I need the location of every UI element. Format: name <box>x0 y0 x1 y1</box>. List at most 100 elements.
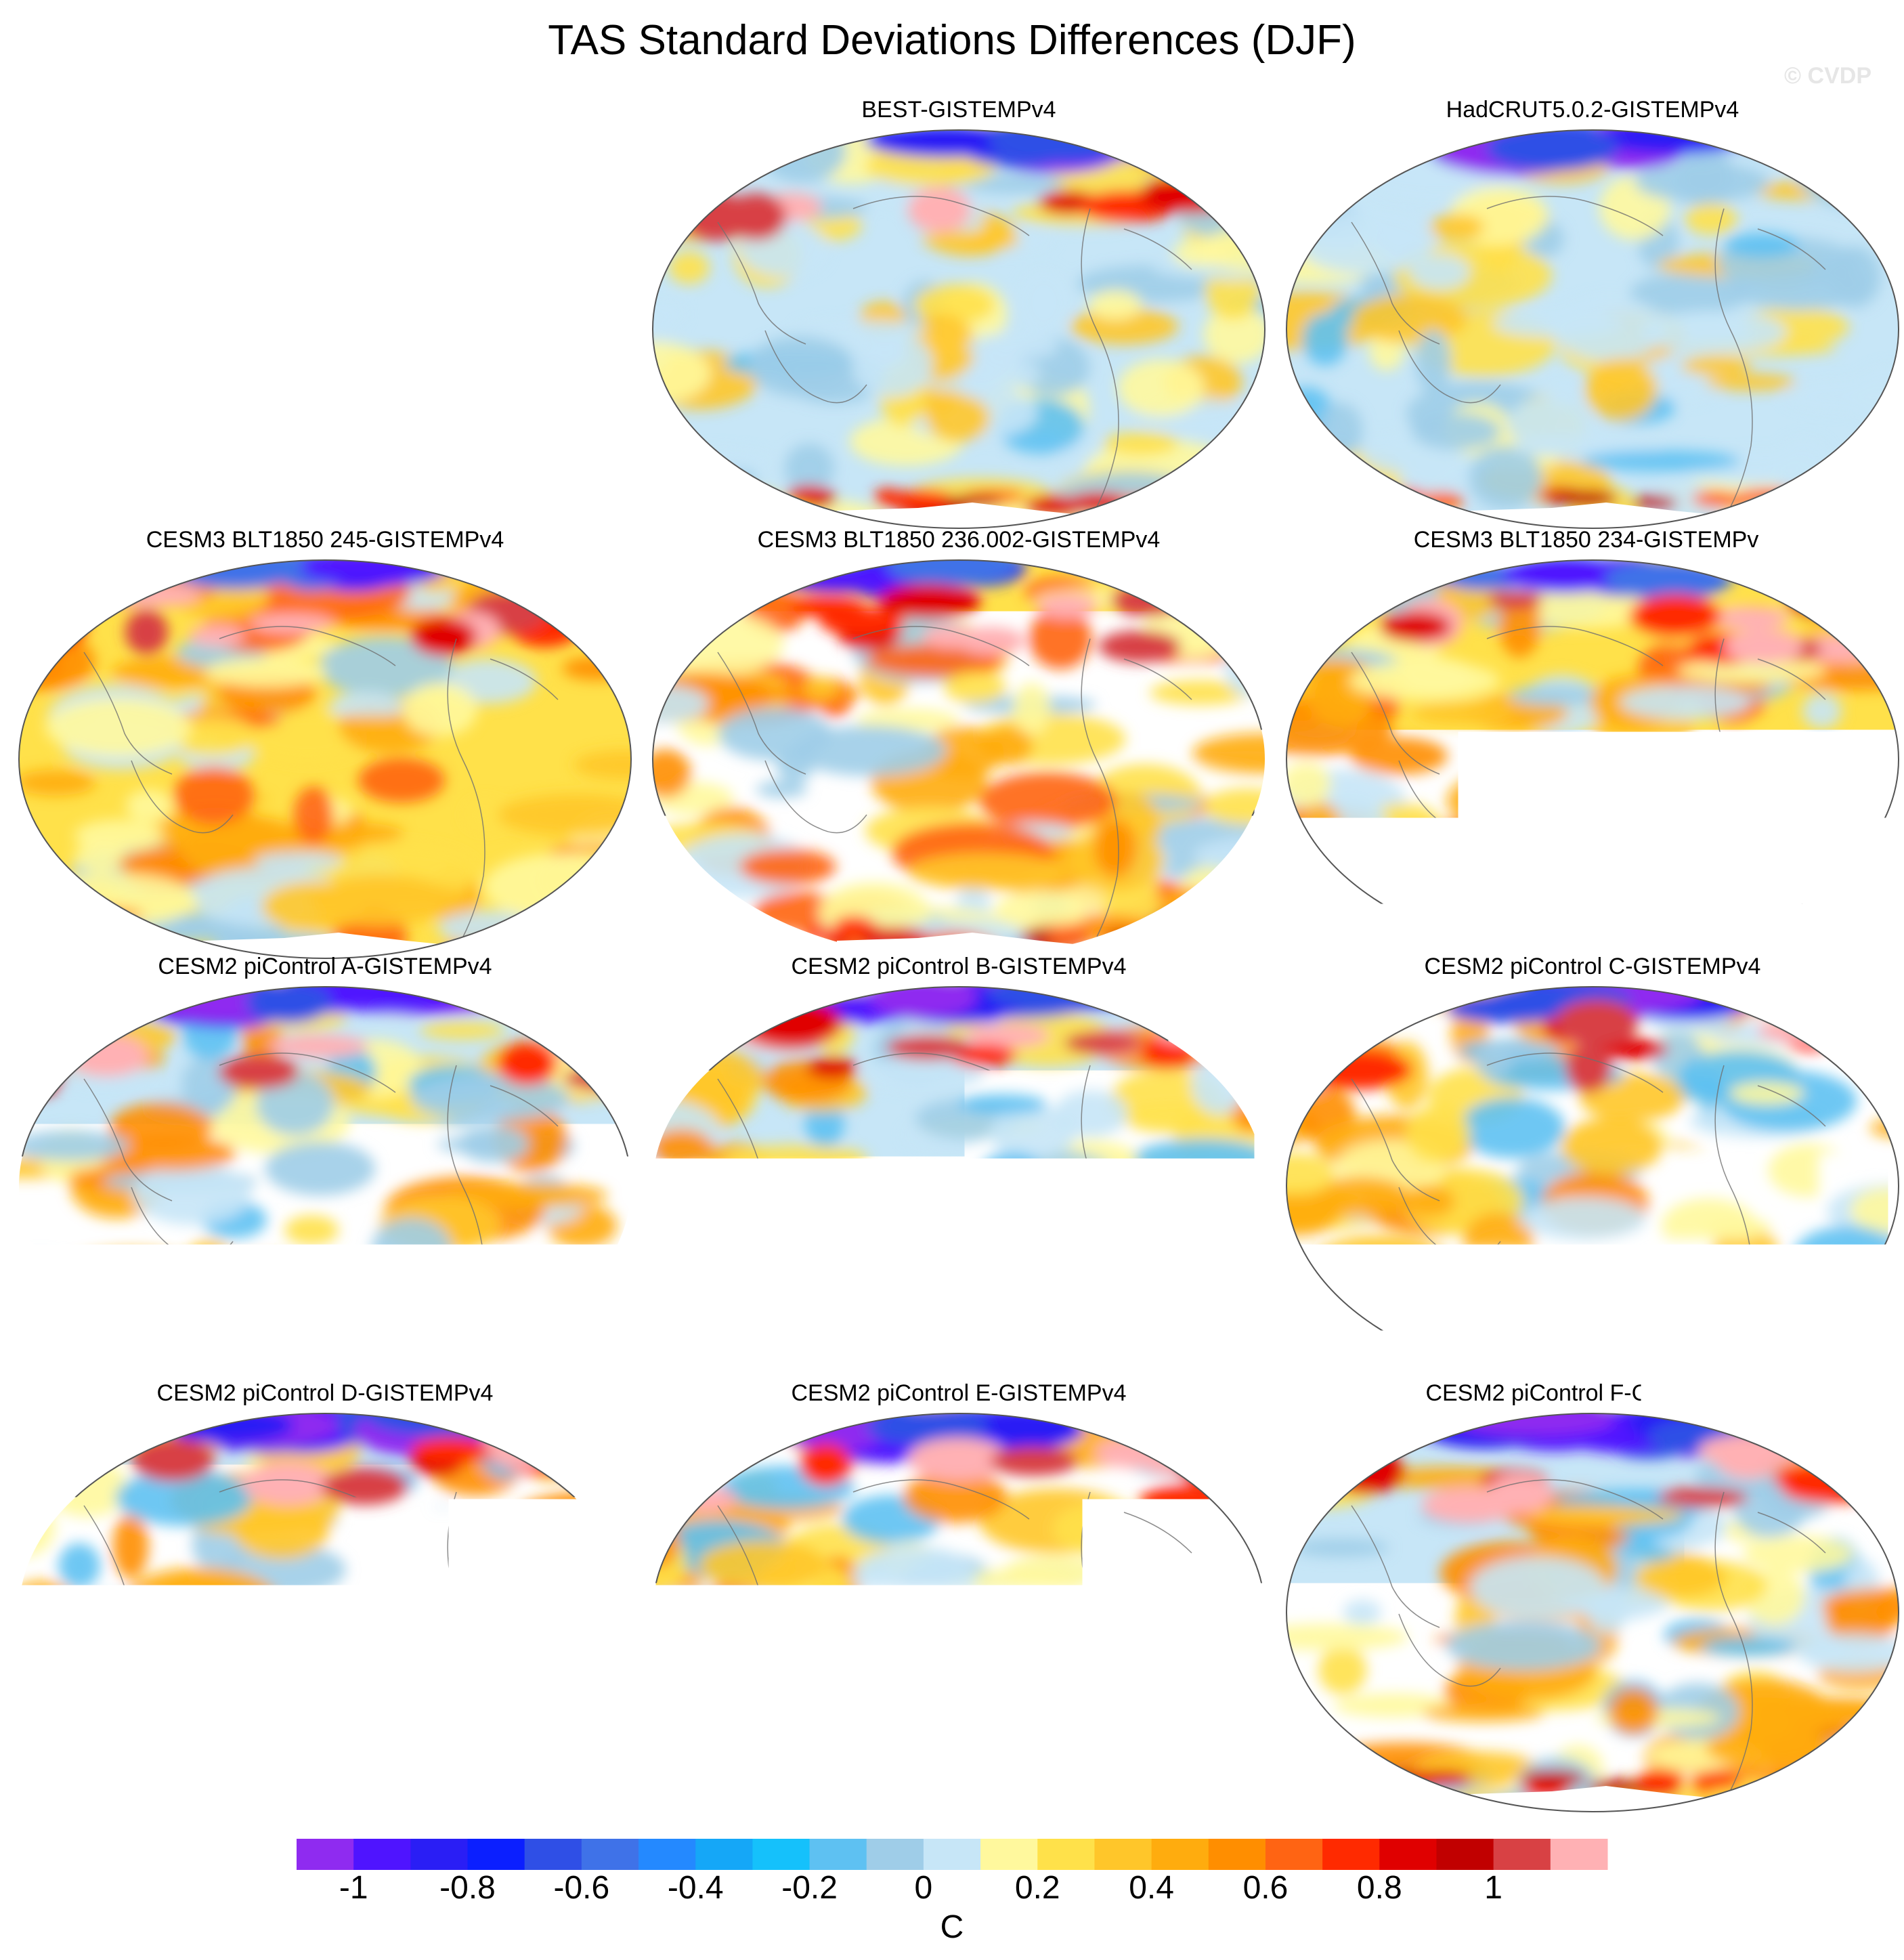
anomaly-patch <box>1094 819 1137 878</box>
anomaly-patch <box>1412 702 1513 725</box>
anomaly-patch <box>650 984 729 1004</box>
anomaly-patch <box>1053 1502 1154 1556</box>
anomaly-patch <box>566 1795 620 1814</box>
anomaly-patch <box>1411 413 1500 450</box>
anomaly-patch <box>1743 1535 1853 1572</box>
anomaly-patch <box>1829 1738 1901 1761</box>
southern-ocean-patch <box>384 918 418 939</box>
anomaly-patch <box>559 588 612 608</box>
southern-ocean-patch <box>720 1360 785 1373</box>
southern-ocean-patch <box>128 1353 174 1369</box>
southern-ocean-patch <box>189 924 247 935</box>
high-latitude-patch <box>1565 1044 1611 1092</box>
anomaly-patch <box>1514 856 1615 922</box>
colorbar-tick-label: 0.6 <box>1243 1869 1289 1907</box>
high-latitude-patch <box>560 1023 634 1059</box>
anomaly-patch <box>1284 1312 1303 1351</box>
high-latitude-patch <box>218 1055 299 1090</box>
colorbar-box <box>582 1839 639 1870</box>
anomaly-patch <box>16 922 108 950</box>
southern-ocean-patch <box>1377 1359 1435 1371</box>
panel-title: CESM3 BLT1850 245-GISTEMPv4 <box>7 525 643 555</box>
anomaly-patch <box>30 1593 177 1638</box>
southern-ocean-patch <box>720 1353 766 1366</box>
anomaly-patch <box>491 1411 586 1438</box>
southern-ocean-patch <box>1793 916 1840 938</box>
watermark: © CVDP <box>1784 62 1871 89</box>
anomaly-patch <box>650 494 748 517</box>
anomaly-patch <box>1122 1255 1221 1277</box>
colorbar-box <box>867 1839 924 1870</box>
anomaly-patch <box>1635 1558 1725 1597</box>
anomaly-patch <box>1830 246 1881 307</box>
anomaly-patch <box>1343 1600 1381 1625</box>
anomaly-patch <box>1295 156 1408 175</box>
anomaly-patch <box>173 1684 293 1703</box>
anomaly-patch <box>1161 157 1268 177</box>
high-latitude-patch <box>957 627 1025 655</box>
anomaly-patch <box>669 557 775 589</box>
colorbar-box <box>810 1839 867 1870</box>
anomaly-patch <box>1284 996 1322 1027</box>
global-map <box>16 984 634 1388</box>
southern-ocean-patch <box>1762 494 1826 516</box>
southern-ocean-patch <box>1159 1771 1194 1791</box>
southern-ocean-patch <box>519 924 585 944</box>
colorbar-tick-label: -0.6 <box>554 1869 610 1907</box>
global-map <box>1284 984 1901 1388</box>
anomaly-patch <box>1818 127 1901 160</box>
anomaly-patch <box>803 677 838 700</box>
colorbar-frame <box>297 1839 1607 1870</box>
high-latitude-patch <box>1698 1434 1803 1467</box>
anomaly-patch <box>1309 127 1360 169</box>
anomaly-patch <box>538 1016 633 1050</box>
southern-ocean-patch <box>1693 491 1738 507</box>
high-latitude-patch <box>125 610 168 655</box>
southern-ocean-patch <box>238 923 279 935</box>
southern-ocean-patch <box>529 1772 582 1791</box>
anomaly-patch <box>1232 1333 1268 1380</box>
anomaly-patch <box>650 1130 713 1166</box>
southern-ocean-patch <box>90 1783 150 1797</box>
high-latitude-patch <box>270 1035 368 1057</box>
high-latitude-patch <box>1658 1487 1748 1508</box>
anomaly-patch <box>651 1300 703 1324</box>
anomaly-patch <box>875 1252 991 1282</box>
southern-ocean-patch <box>91 1349 127 1363</box>
anomaly-patch <box>771 1607 857 1655</box>
anomaly-patch <box>1229 557 1268 610</box>
southern-ocean-patch <box>1349 494 1396 513</box>
colorbar-box <box>752 1839 810 1870</box>
anomaly-patch <box>757 1678 795 1714</box>
anomaly-patch <box>372 1218 452 1279</box>
southern-ocean-patch <box>441 1358 483 1376</box>
map-panel: CESM2 piControl B-GISTEMPv4 <box>641 952 1277 1392</box>
anomaly-patch <box>1706 1730 1833 1768</box>
anomaly-patch <box>1581 450 1741 471</box>
colorbar-tick-label: 0.8 <box>1357 1869 1402 1907</box>
anomaly-patch <box>22 1018 177 1055</box>
anomaly-patch <box>1018 1313 1135 1336</box>
anomaly-patch <box>739 849 836 885</box>
southern-ocean-patch <box>1775 498 1828 511</box>
anomaly-patch <box>1159 557 1231 582</box>
southern-ocean-patch <box>1795 1343 1833 1367</box>
map-panel: CESM3 BLT1850 236.002-GISTEMPv4 <box>641 525 1277 965</box>
southern-ocean-patch <box>1100 1784 1131 1802</box>
high-latitude-patch <box>908 187 971 232</box>
southern-ocean-patch <box>1419 1345 1444 1363</box>
anomaly-patch <box>1528 1506 1684 1525</box>
arctic-patch <box>1604 559 1732 600</box>
anomaly-patch <box>562 656 630 680</box>
high-latitude-patch <box>249 614 334 633</box>
southern-ocean-patch <box>861 1768 896 1790</box>
anomaly-patch <box>1139 480 1268 531</box>
colorbar-box <box>639 1839 696 1870</box>
anomaly-patch <box>1712 984 1820 1008</box>
southern-ocean-patch <box>1659 1347 1689 1364</box>
anomaly-patch <box>650 1411 754 1436</box>
anomaly-patch <box>1317 1791 1425 1814</box>
high-latitude-patch <box>819 608 904 636</box>
map-panel: HadCRUT5.0.2-GISTEMPv4 <box>1274 95 1904 535</box>
anomaly-patch <box>1086 1199 1156 1241</box>
